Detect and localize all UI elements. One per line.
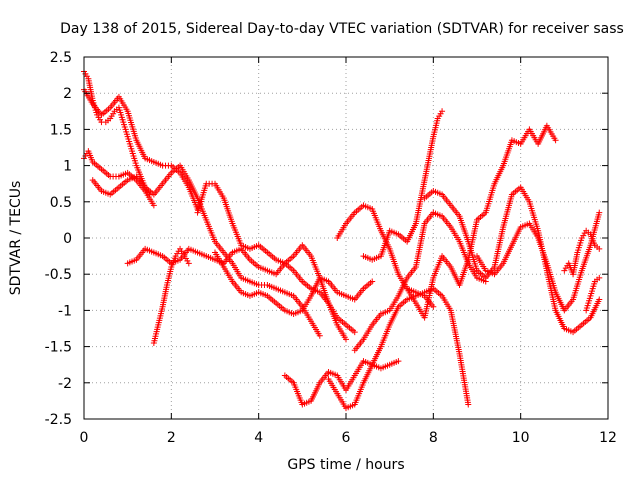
data-point [150, 202, 157, 209]
data-point [369, 278, 376, 285]
series-arc-8 [212, 249, 376, 318]
data-point [465, 401, 472, 408]
data-point [430, 303, 437, 310]
series-arc-2 [81, 86, 201, 213]
x-axis-label: GPS time / hours [287, 457, 404, 473]
y-tick-label: -2 [58, 376, 72, 392]
x-tick-label: 0 [80, 430, 89, 446]
series-arc-6 [150, 245, 192, 346]
y-tick-label: 1.5 [50, 122, 72, 138]
gridlines [84, 57, 608, 419]
y-tick-label: -0.5 [45, 267, 72, 283]
y-tick-label: 2 [63, 86, 72, 102]
y-tick-label: -2.5 [45, 412, 72, 428]
data-point [596, 209, 603, 216]
x-tick-label: 12 [599, 430, 617, 446]
data-point [552, 137, 559, 144]
y-tick-label: 2.5 [50, 50, 72, 66]
data-point [343, 336, 349, 343]
y-tick-label: -1 [58, 303, 72, 319]
series-arc-10 [325, 285, 472, 412]
series-arc-12 [360, 108, 446, 263]
data-point [596, 274, 603, 281]
y-axis-label: SDTVAR / TECUs [8, 181, 24, 296]
x-tick-label: 8 [429, 430, 438, 446]
axis-ticks: 0 2 4 6 8 10 12 -2.5 -2 -1.5 -1 -0.5 0 0.5 1 1.5 2 2.5 [45, 50, 617, 446]
y-tick-label: 0.5 [50, 195, 72, 211]
data-point [185, 260, 192, 267]
series-arc-1 [81, 68, 153, 198]
y-tick-label: -1.5 [45, 340, 72, 356]
data-point [439, 108, 446, 115]
y-tick-label: 1 [63, 159, 72, 175]
series-arc-17 [561, 227, 603, 278]
x-tick-label: 4 [254, 430, 263, 446]
x-tick-label: 2 [167, 430, 176, 446]
y-tick-label: 0 [63, 231, 72, 247]
series-arc-13 [351, 209, 489, 354]
data-point [395, 358, 402, 365]
series-arc-16 [474, 209, 603, 314]
series-arc-14 [404, 122, 559, 321]
series-arc-18 [583, 274, 603, 314]
data-marks [81, 68, 603, 412]
series-arc-9 [281, 358, 402, 408]
series-arc-7 [194, 180, 358, 336]
data-point [316, 332, 323, 339]
data-point [351, 329, 358, 336]
data-point [596, 296, 603, 303]
data-point [596, 245, 603, 252]
chart-title: Day 138 of 2015, Sidereal Day-to-day VTE… [60, 21, 624, 37]
x-tick-label: 10 [512, 430, 530, 446]
x-tick-label: 6 [342, 430, 351, 446]
